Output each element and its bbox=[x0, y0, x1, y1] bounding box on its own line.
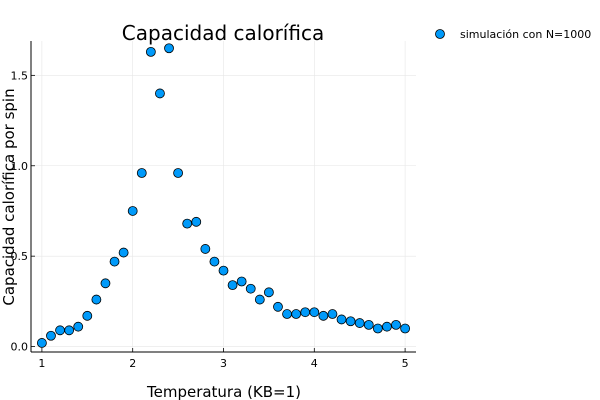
data-point bbox=[46, 330, 56, 341]
x-axis-label: Temperatura (KB=1) bbox=[146, 383, 301, 400]
data-point bbox=[109, 256, 120, 267]
data-point bbox=[200, 244, 211, 254]
data-point bbox=[391, 319, 401, 330]
data-point bbox=[55, 325, 65, 336]
x-tick-label: 5 bbox=[402, 357, 409, 370]
y-tick-label: 1.0 bbox=[11, 160, 29, 173]
data-point bbox=[182, 218, 193, 229]
data-point bbox=[227, 280, 238, 290]
data-point bbox=[245, 283, 256, 294]
data-point bbox=[327, 309, 338, 319]
data-point bbox=[145, 46, 156, 57]
data-points bbox=[36, 43, 411, 348]
data-point bbox=[127, 206, 138, 216]
data-point bbox=[291, 309, 302, 319]
chart-title: Capacidad calorífica bbox=[122, 21, 324, 45]
data-point bbox=[282, 309, 292, 319]
data-point bbox=[173, 168, 183, 178]
data-point bbox=[336, 314, 347, 325]
data-point bbox=[354, 318, 365, 328]
data-point bbox=[191, 216, 202, 227]
data-point bbox=[372, 323, 383, 334]
data-point bbox=[309, 307, 320, 318]
data-point bbox=[64, 325, 75, 336]
x-tick-labels: 1 2 3 4 5 bbox=[38, 357, 408, 370]
x-tick-label: 3 bbox=[220, 357, 227, 370]
y-axis-label: Capacidad calorífica por spin bbox=[0, 88, 18, 305]
grid bbox=[31, 41, 416, 352]
data-point bbox=[164, 43, 174, 54]
data-point bbox=[100, 278, 111, 289]
x-tick-label: 1 bbox=[38, 357, 45, 370]
legend-marker bbox=[435, 29, 445, 39]
data-point bbox=[218, 265, 229, 276]
axes bbox=[30, 41, 416, 353]
x-tick-label: 2 bbox=[129, 357, 136, 370]
data-point bbox=[254, 294, 265, 305]
data-point bbox=[73, 321, 84, 332]
data-point bbox=[382, 321, 392, 332]
data-point bbox=[300, 307, 311, 318]
x-tick-label: 4 bbox=[311, 357, 318, 370]
data-point bbox=[318, 310, 329, 321]
data-point bbox=[91, 294, 102, 305]
data-point bbox=[209, 256, 220, 267]
data-point bbox=[264, 287, 274, 298]
legend-label: simulación con N=1000 bbox=[460, 28, 591, 41]
data-point bbox=[136, 168, 147, 178]
data-point bbox=[273, 301, 283, 312]
y-tick-labels: 0.0 0.5 1.0 1.5 bbox=[11, 69, 29, 353]
data-point bbox=[345, 316, 356, 327]
data-point bbox=[36, 338, 47, 348]
y-tick-label: 0.0 bbox=[11, 341, 29, 354]
data-point bbox=[400, 323, 411, 334]
data-point bbox=[155, 88, 165, 99]
data-point bbox=[363, 319, 374, 330]
y-tick-label: 1.5 bbox=[11, 69, 29, 82]
y-tick-label: 0.5 bbox=[11, 250, 29, 263]
data-point bbox=[236, 276, 247, 287]
legend: simulación con N=1000 bbox=[435, 28, 591, 41]
data-point bbox=[118, 247, 129, 258]
data-point bbox=[82, 310, 93, 321]
